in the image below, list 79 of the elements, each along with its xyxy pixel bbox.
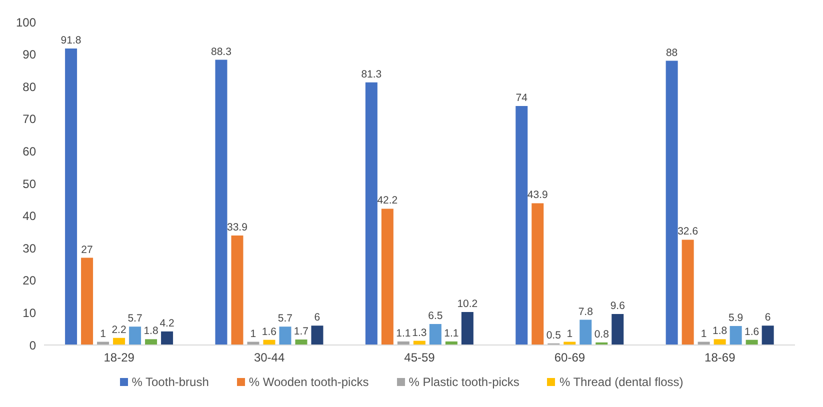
- data-label: 6: [764, 312, 771, 324]
- data-label: 1.1: [444, 327, 459, 340]
- y-tick-label: 100: [16, 15, 36, 30]
- x-tick-label: 30-44: [254, 350, 285, 365]
- legend-label: % Thread (dental floss): [559, 375, 684, 389]
- y-tick-label: 70: [22, 112, 36, 126]
- data-label: 1: [700, 328, 707, 340]
- data-label: 4.2: [160, 317, 174, 330]
- bar: [516, 106, 528, 345]
- data-label: 1: [566, 328, 573, 340]
- bar: [762, 326, 774, 345]
- bar: [532, 203, 544, 345]
- data-label: 1.6: [744, 326, 760, 338]
- bar: [429, 324, 442, 345]
- bar: [295, 340, 308, 345]
- data-label: 88.3: [211, 46, 232, 58]
- y-tick-label: 90: [22, 48, 36, 62]
- data-label: 0.8: [594, 328, 610, 340]
- bar: [81, 258, 94, 345]
- bar: [113, 338, 126, 345]
- data-label: 1.3: [412, 326, 427, 339]
- x-tick-label: 18-69: [704, 350, 736, 365]
- bar: [161, 331, 174, 345]
- y-tick-label: 10: [22, 306, 36, 320]
- y-tick-label: 0: [29, 338, 36, 352]
- y-tick-label: 50: [22, 176, 36, 191]
- bar: [580, 320, 592, 345]
- data-label: 1.8: [144, 325, 158, 338]
- data-label: 1.7: [294, 326, 309, 338]
- data-label: 1.8: [712, 325, 728, 338]
- legend-label: % Plastic tooth-picks: [408, 375, 520, 389]
- data-label: 7.8: [578, 306, 594, 318]
- bar: [612, 314, 624, 345]
- bar: [279, 326, 292, 345]
- bar: [129, 326, 142, 345]
- y-tick-label: 80: [22, 80, 36, 94]
- bar: [65, 48, 78, 345]
- bar: [714, 339, 726, 345]
- data-label: 91.8: [60, 34, 82, 46]
- y-tick-label: 20: [22, 274, 36, 288]
- legend-label: % Tooth-brush: [132, 375, 209, 389]
- x-tick-label: 45-59: [404, 350, 436, 365]
- bar: [365, 82, 378, 345]
- bar: [666, 60, 678, 345]
- data-label: 9.6: [610, 300, 626, 312]
- data-label: 88: [666, 46, 678, 59]
- data-label: 42.2: [377, 194, 398, 207]
- data-label: 10.2: [457, 298, 478, 310]
- data-label: 43.9: [527, 189, 548, 202]
- data-label: 1.1: [396, 327, 411, 340]
- bar: [231, 236, 244, 345]
- x-tick-label: 60-69: [554, 350, 586, 365]
- data-label: 1.6: [262, 326, 277, 338]
- data-label: 6: [314, 312, 320, 324]
- y-tick-label: 40: [22, 209, 36, 224]
- data-label: 27: [81, 244, 94, 256]
- data-label: 1: [100, 328, 106, 340]
- data-label: 74: [516, 92, 528, 104]
- bar: [682, 240, 694, 345]
- data-label: 5.7: [278, 312, 293, 325]
- data-label: 2.2: [112, 324, 126, 336]
- bar: [730, 326, 742, 345]
- data-label: 33.9: [227, 222, 248, 234]
- bar: [381, 208, 394, 345]
- y-tick-label: 60: [22, 144, 36, 158]
- data-label: 32.6: [678, 226, 698, 238]
- y-tick-label: 30: [22, 241, 36, 256]
- data-label: 5.9: [728, 312, 744, 324]
- legend-label: % Wooden tooth-picks: [248, 375, 369, 389]
- x-tick-label: 18-29: [104, 350, 135, 365]
- data-label: 5.7: [128, 312, 142, 325]
- data-label: 81.3: [361, 68, 382, 80]
- data-label: 0.5: [546, 329, 562, 342]
- bar: [215, 60, 228, 345]
- data-label: 6.5: [428, 310, 443, 322]
- bar: [145, 339, 158, 345]
- bar: [311, 326, 324, 345]
- bar: [461, 312, 474, 345]
- data-label: 1: [250, 328, 256, 340]
